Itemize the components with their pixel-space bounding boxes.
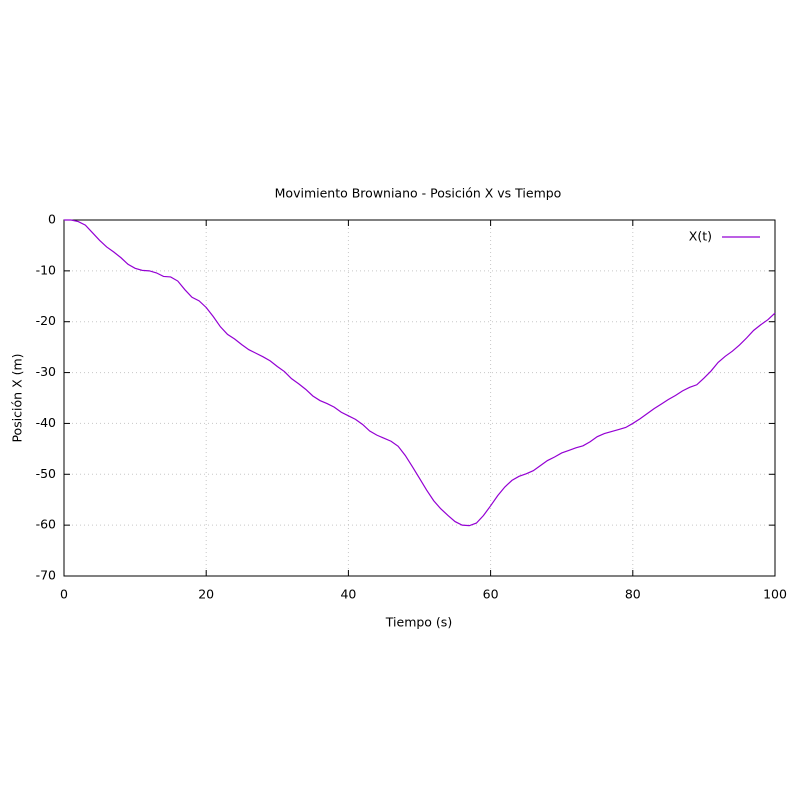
y-tick-label: -40 [36, 415, 56, 430]
x-tick-label: 20 [198, 587, 214, 602]
y-tick-label: -60 [36, 517, 56, 532]
y-tick-label: -10 [36, 262, 56, 277]
x-tick-label: 100 [763, 587, 787, 602]
y-tick-label: -30 [36, 364, 56, 379]
chart-title: Movimiento Browniano - Posición X vs Tie… [275, 186, 562, 201]
x-axis-label: Tiempo (s) [385, 615, 452, 630]
x-tick-label: 80 [625, 587, 641, 602]
y-axis-label: Posición X (m) [10, 353, 25, 442]
y-tick-label: -50 [36, 466, 56, 481]
y-tick-label: -70 [36, 568, 56, 583]
legend-label: X(t) [689, 229, 712, 244]
x-tick-label: 0 [60, 587, 68, 602]
y-tick-label: -20 [36, 313, 56, 328]
x-tick-label: 40 [340, 587, 356, 602]
y-tick-label: 0 [48, 212, 56, 227]
plot-frame [63, 219, 776, 577]
data-line [64, 219, 776, 527]
x-tick-label: 60 [483, 587, 499, 602]
